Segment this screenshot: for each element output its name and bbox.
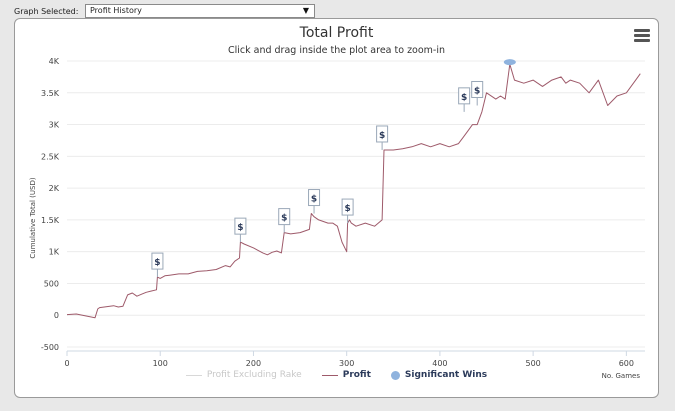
x-tick-label: 100 [153, 359, 168, 368]
legend-item-profit-excluding-rake[interactable]: Profit Excluding Rake [185, 370, 302, 380]
y-tick-label: -500 [41, 343, 59, 352]
top-bar: Graph Selected: [0, 0, 675, 22]
y-axis-label: Cumulative Total (USD) [29, 177, 37, 259]
significant-win-flag-label: $ [154, 258, 160, 268]
y-tick-label: 500 [44, 279, 59, 288]
significant-win-flag-label: $ [281, 214, 287, 224]
significant-win-flag[interactable] [341, 198, 354, 216]
x-axis-label: No. Games [601, 372, 640, 380]
y-tick-label: 2K [49, 184, 60, 193]
y-tick-label: 1K [49, 248, 60, 257]
x-tick-label: 0 [64, 359, 69, 368]
y-tick-label: 4K [49, 57, 60, 66]
significant-win-flag[interactable] [458, 87, 471, 105]
legend-label: Profit [342, 370, 371, 380]
significant-win-flag-label: $ [311, 195, 317, 205]
legend-label: Profit Excluding Rake [206, 370, 302, 380]
hamburger-menu-icon[interactable] [634, 29, 650, 43]
significant-win-flag-label: $ [461, 93, 467, 103]
significant-win-flag[interactable] [278, 208, 291, 226]
y-tick-label: 0 [54, 311, 59, 320]
legend-label: Significant Wins [404, 370, 488, 380]
significant-win-flag-label: $ [379, 131, 385, 141]
significant-win-flag[interactable] [151, 252, 164, 270]
legend: Profit Excluding Rake Profit Significant… [15, 368, 658, 382]
y-tick-label: 2.5K [41, 152, 60, 161]
significant-win-flag-label: $ [344, 204, 350, 214]
chevron-down-icon: ▼ [302, 6, 309, 15]
y-tick-label: 3K [49, 121, 60, 130]
legend-item-significant-wins[interactable]: Significant Wins [390, 370, 488, 380]
significant-win-flag[interactable] [308, 189, 321, 207]
legend-dot-icon [390, 370, 400, 380]
significant-win-flag[interactable] [234, 217, 247, 235]
x-tick-label: 200 [246, 359, 261, 368]
legend-item-profit[interactable]: Profit [321, 370, 371, 380]
significant-win-marker[interactable] [503, 59, 516, 66]
significant-win-flag[interactable] [471, 80, 484, 98]
y-tick-label: 3.5K [41, 89, 60, 98]
chart-subtitle: Click and drag inside the plot area to z… [227, 45, 446, 56]
significant-win-flag[interactable] [376, 125, 389, 143]
x-tick-label: 400 [432, 359, 447, 368]
x-tick-label: 300 [339, 359, 354, 368]
series-line-profit [66, 63, 641, 319]
x-tick-label: 500 [525, 359, 540, 368]
graph-select-dropdown[interactable]: Profit History ▼ [85, 4, 315, 18]
graph-selected-label: Graph Selected: [14, 6, 79, 16]
chart-title: Total Profit [299, 25, 374, 41]
y-tick-label: 1.5K [41, 216, 60, 225]
significant-win-flag-label: $ [237, 223, 243, 233]
legend-line-icon [185, 374, 202, 376]
chart-plot[interactable]: -500 0 500 1K 1.5K 2K 2.5K 3K 3.5K 4K 0 100 200 300 40… [15, 19, 659, 398]
significant-win-flag-label: $ [474, 86, 480, 96]
x-tick-label: 600 [619, 359, 634, 368]
legend-line-icon [321, 374, 338, 376]
chart-panel: Total Profit Click and drag inside the p… [14, 18, 659, 398]
graph-select-value: Profit History [90, 6, 142, 15]
